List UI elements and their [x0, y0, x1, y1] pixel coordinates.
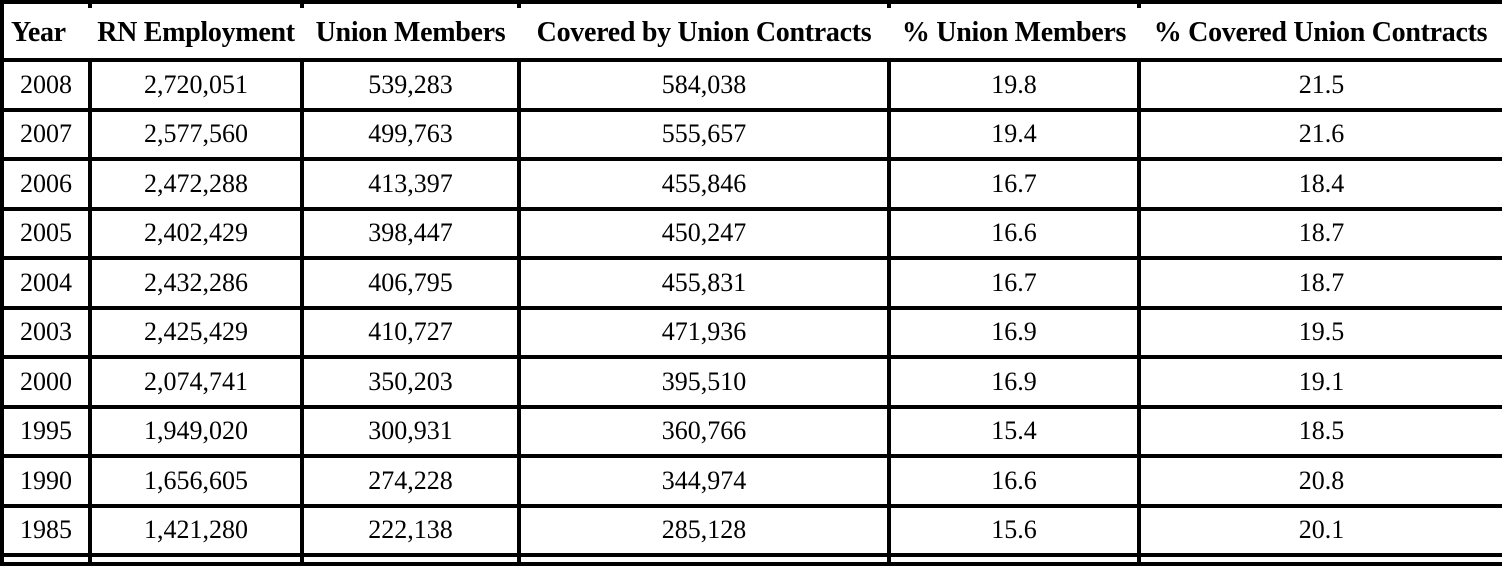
cell-year: 2007 [0, 107, 92, 161]
cell-covered-by-union-contracts: 344,974 [517, 454, 891, 508]
column-line-stub [0, 2, 92, 8]
cell-union-members: 16.6 [887, 454, 1141, 508]
cell-rn-employment: 2,425,429 [88, 305, 304, 359]
cell-covered-union-contracts: 18.7 [1137, 256, 1502, 310]
cell-union-members: 15.6 [887, 503, 1141, 557]
column-header-covered-union-contracts: % Covered Union Contracts [1139, 8, 1502, 62]
cell-covered-union-contracts: 18.7 [1137, 206, 1502, 260]
cell-rn-employment: 1,656,605 [88, 454, 304, 508]
cell-year: 2005 [0, 206, 92, 260]
cell-rn-employment: 1,421,280 [88, 503, 304, 557]
column-header-covered-by-union-contracts: Covered by Union Contracts [519, 8, 889, 62]
table-row-2003: 2003 2,425,429 410,727 471,936 16.9 19.5 [0, 305, 1502, 359]
cell-union-members: 19.8 [887, 58, 1141, 112]
cell-rn-employment: 2,720,051 [88, 58, 304, 112]
cell-covered-union-contracts: 19.5 [1137, 305, 1502, 359]
column-line-stub [300, 2, 521, 8]
column-line-stub [887, 553, 1141, 566]
cell-union-members: 16.9 [887, 305, 1141, 359]
cell-rn-employment: 2,577,560 [88, 107, 304, 161]
cell-union-members: 398,447 [300, 206, 521, 260]
cell-rn-employment: 2,472,288 [88, 157, 304, 211]
column-line-stub [88, 2, 304, 8]
table-row-1995: 1995 1,949,020 300,931 360,766 15.4 18.5 [0, 404, 1502, 458]
cell-covered-by-union-contracts: 285,128 [517, 503, 891, 557]
column-header-union-members: Union Members [302, 8, 519, 62]
cell-covered-union-contracts: 21.6 [1137, 107, 1502, 161]
column-header-rn-employment: RN Employment [90, 8, 302, 62]
cell-year: 2000 [0, 355, 92, 409]
cell-covered-union-contracts: 18.4 [1137, 157, 1502, 211]
column-line-stub [300, 553, 521, 566]
cell-covered-by-union-contracts: 395,510 [517, 355, 891, 409]
column-line-stub [1137, 553, 1502, 566]
cell-union-members: 16.6 [887, 206, 1141, 260]
column-line-stub [0, 553, 92, 566]
table-row-2007: 2007 2,577,560 499,763 555,657 19.4 21.6 [0, 107, 1502, 161]
cell-rn-employment: 1,949,020 [88, 404, 304, 458]
table-row-2005: 2005 2,402,429 398,447 450,247 16.6 18.7 [0, 206, 1502, 260]
cell-union-members: 413,397 [300, 157, 521, 211]
column-line-stub [88, 553, 304, 566]
cell-union-members: 539,283 [300, 58, 521, 112]
cell-covered-by-union-contracts: 360,766 [517, 404, 891, 458]
cell-covered-by-union-contracts: 450,247 [517, 206, 891, 260]
cell-union-members: 274,228 [300, 454, 521, 508]
cell-year: 2003 [0, 305, 92, 359]
cell-covered-by-union-contracts: 471,936 [517, 305, 891, 359]
cell-year: 2008 [0, 58, 92, 112]
cell-union-members: 300,931 [300, 404, 521, 458]
cell-union-members: 350,203 [300, 355, 521, 409]
table-row-2008: 2008 2,720,051 539,283 584,038 19.8 21.5 [0, 58, 1502, 112]
cell-covered-union-contracts: 19.1 [1137, 355, 1502, 409]
cell-union-members: 16.7 [887, 157, 1141, 211]
cell-union-members: 222,138 [300, 503, 521, 557]
cell-covered-by-union-contracts: 555,657 [517, 107, 891, 161]
top-border-stub-row [0, 2, 1502, 8]
cell-year: 2004 [0, 256, 92, 310]
cell-year: 2006 [0, 157, 92, 211]
column-header-year: Year [2, 8, 90, 62]
cell-covered-union-contracts: 20.8 [1137, 454, 1502, 508]
table-row-2004: 2004 2,432,286 406,795 455,831 16.7 18.7 [0, 256, 1502, 310]
cell-union-members: 15.4 [887, 404, 1141, 458]
table-row-2000: 2000 2,074,741 350,203 395,510 16.9 19.1 [0, 355, 1502, 409]
header-row: Year RN Employment Union Members Covered by… [2, 8, 1502, 62]
cell-union-members: 406,795 [300, 256, 521, 310]
cell-covered-by-union-contracts: 455,846 [517, 157, 891, 211]
column-header-union-members: % Union Members [889, 8, 1139, 62]
cell-rn-employment: 2,432,286 [88, 256, 304, 310]
cell-covered-union-contracts: 21.5 [1137, 58, 1502, 112]
cell-union-members: 499,763 [300, 107, 521, 161]
column-line-stub [1137, 2, 1502, 8]
column-line-stub [517, 553, 891, 566]
table-row-1990: 1990 1,656,605 274,228 344,974 16.6 20.8 [0, 454, 1502, 508]
cell-union-members: 410,727 [300, 305, 521, 359]
cell-union-members: 16.7 [887, 256, 1141, 310]
table-row-2006: 2006 2,472,288 413,397 455,846 16.7 18.4 [0, 157, 1502, 211]
cell-covered-by-union-contracts: 455,831 [517, 256, 891, 310]
column-line-stub [887, 2, 1141, 8]
cell-union-members: 16.9 [887, 355, 1141, 409]
cell-covered-union-contracts: 20.1 [1137, 503, 1502, 557]
table-row-1985: 1985 1,421,280 222,138 285,128 15.6 20.1 [0, 503, 1502, 557]
cell-rn-employment: 2,074,741 [88, 355, 304, 409]
table-body: 2008 2,720,051 539,283 584,038 19.8 21.5 2007 2… [0, 58, 1502, 557]
cell-year: 1990 [0, 454, 92, 508]
bottom-border-stub-row [0, 553, 1502, 566]
cell-year: 1985 [0, 503, 92, 557]
cell-year: 1995 [0, 404, 92, 458]
column-line-stub [517, 2, 891, 8]
cell-covered-union-contracts: 18.5 [1137, 404, 1502, 458]
cell-rn-employment: 2,402,429 [88, 206, 304, 260]
cell-covered-by-union-contracts: 584,038 [517, 58, 891, 112]
cell-union-members: 19.4 [887, 107, 1141, 161]
